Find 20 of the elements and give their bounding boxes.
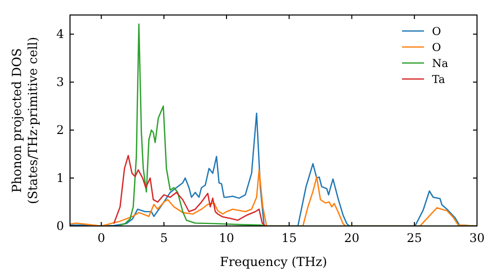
y-tick-label: 2 <box>56 123 64 138</box>
legend-label: O <box>432 25 442 38</box>
line-series <box>70 112 477 226</box>
y-tick-label: 3 <box>56 75 64 90</box>
y-tick-label: 1 <box>56 171 64 186</box>
x-tick-label: 15 <box>282 231 297 245</box>
x-tick-label: 10 <box>218 231 234 245</box>
x-tick-label: 0 <box>97 231 106 245</box>
x-tick-label: 5 <box>160 231 168 245</box>
y-tick-label: 4 <box>56 27 64 42</box>
legend-label: Ta <box>432 73 446 86</box>
x-tick-label: 20 <box>344 231 360 245</box>
y-axis-title: Phonon projected DOS (States/THz·primitive cell) <box>9 36 40 204</box>
legend-label: Na <box>432 57 449 70</box>
legend-label: O <box>432 41 442 54</box>
x-axis-title: Frequency (THz) <box>220 254 328 269</box>
x-tick-label: 25 <box>406 231 422 245</box>
line-series <box>113 154 266 226</box>
x-tick-label: 30 <box>469 231 485 245</box>
y-tick-label: 0 <box>56 219 64 233</box>
